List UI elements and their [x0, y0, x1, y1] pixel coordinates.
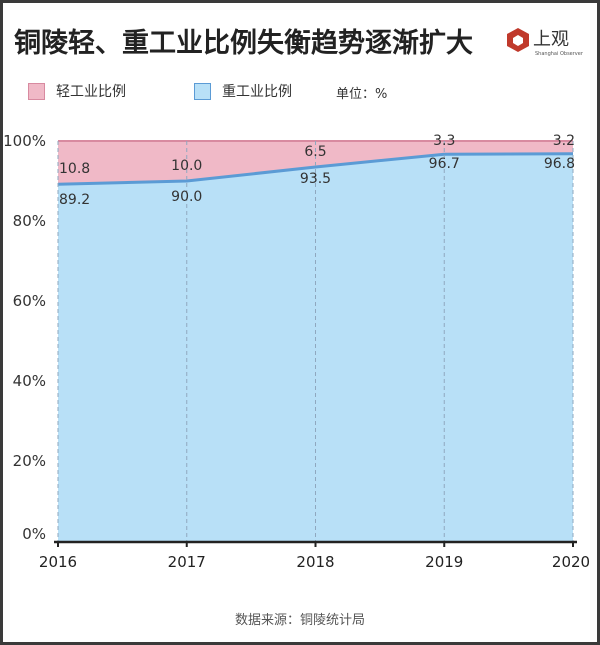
legend-swatch-light	[28, 82, 45, 100]
logo-subtext: Shanghai Observer	[535, 51, 583, 57]
y-tick-label: 80%	[13, 212, 46, 230]
heavy-industry-line	[57, 152, 574, 186]
light-value-label: 10.0	[171, 158, 202, 174]
light-value-label: 6.5	[304, 144, 326, 160]
chart-plot: 2016 10.8 89.2 2017 10.0 90.0 2018 6.5 93.5 2019 3…	[3, 132, 590, 571]
legend-item-light: 轻工业比例	[28, 81, 126, 101]
heavy-value-label: 93.5	[300, 171, 331, 187]
heavy-value-label: 96.8	[544, 156, 575, 172]
light-value-label: 3.2	[553, 133, 575, 149]
y-tick-label: 0%	[22, 525, 46, 543]
y-tick-label: 40%	[13, 372, 46, 390]
y-tick-label: 60%	[13, 292, 46, 310]
unit-label: 单位：%	[336, 87, 388, 102]
y-tick-label: 20%	[13, 452, 46, 470]
light-value-label: 10.8	[59, 161, 90, 177]
legend-label-heavy: 重工业比例	[222, 84, 292, 100]
logo: 上观 Shanghai Observer	[505, 25, 595, 65]
chart-title: 铜陵轻、重工业比例失衡趋势逐渐扩大	[14, 28, 473, 59]
logo-text: 上观	[533, 29, 569, 50]
x-tick-label: 2017	[168, 553, 206, 571]
legend-label-light: 轻工业比例	[56, 84, 126, 100]
logo-icon	[507, 28, 529, 52]
data-source: 数据来源：铜陵统计局	[234, 613, 365, 628]
heavy-value-label: 89.2	[59, 192, 90, 208]
x-tick-label: 2016	[39, 553, 77, 571]
legend-swatch-heavy	[194, 82, 211, 100]
x-tick-label: 2020	[552, 553, 590, 571]
heavy-value-label: 90.0	[171, 189, 202, 205]
x-tick-label: 2019	[425, 553, 463, 571]
y-tick-label: 100%	[3, 132, 46, 150]
x-tick-label: 2018	[296, 553, 334, 571]
light-value-label: 3.3	[433, 133, 455, 149]
chart-card: 铜陵轻、重工业比例失衡趋势逐渐扩大 上观 Shanghai Observer 轻…	[3, 3, 597, 642]
legend-item-heavy: 重工业比例	[194, 81, 292, 101]
heavy-value-label: 96.7	[429, 156, 460, 172]
